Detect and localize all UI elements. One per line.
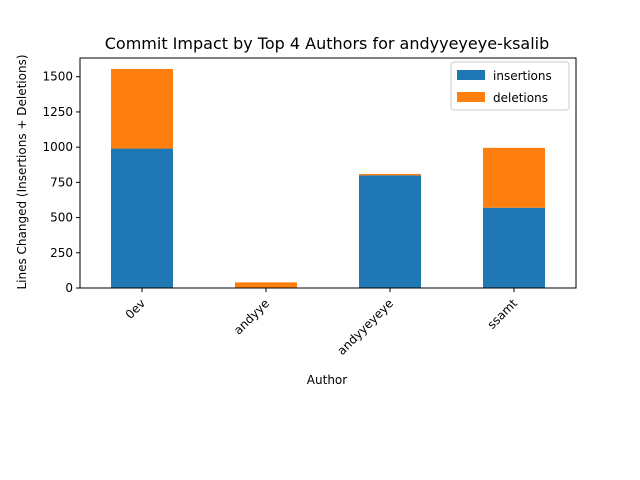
x-axis-label: Author [307, 373, 347, 387]
bar-deletions-andyye [235, 282, 297, 288]
legend-swatch-deletions [457, 92, 485, 102]
plot-frame [79, 57, 577, 289]
y-tick-label: 1500 [42, 70, 73, 84]
y-axis-label: Lines Changed (Insertions + Deletions) [15, 54, 29, 289]
bar-insertions-andyyeyeye [359, 175, 421, 288]
legend: insertions deletions [450, 61, 570, 111]
bar-insertions-0ev [111, 148, 173, 288]
y-tick-label: 1250 [42, 105, 73, 119]
x-tick-label: andyyeyeye [335, 296, 397, 358]
bar-deletions-andyyeyeye [359, 173, 421, 176]
legend-label-deletions: deletions [493, 91, 548, 105]
bar-deletions-0ev [111, 68, 173, 149]
legend-label-insertions: insertions [493, 69, 552, 83]
x-axis: 0ev andyye andyyeyeye ssamt [123, 288, 521, 358]
bar-insertions-ssamt [483, 207, 545, 288]
x-tick-label: 0ev [123, 296, 149, 322]
y-tick-label: 0 [65, 281, 73, 295]
y-tick-label: 250 [50, 246, 73, 260]
y-tick-label: 750 [50, 175, 73, 189]
y-tick-label: 500 [50, 211, 73, 225]
chart-title: Commit Impact by Top 4 Authors for andyy… [105, 34, 550, 53]
y-tick-label: 1000 [42, 140, 73, 154]
x-tick-label: andyye [231, 296, 272, 337]
legend-swatch-insertions [457, 70, 485, 80]
bars-group [111, 68, 545, 288]
y-axis: 0 250 500 750 1000 1250 1500 [42, 70, 80, 295]
bar-deletions-ssamt [483, 147, 545, 208]
x-tick-label: ssamt [485, 296, 521, 332]
